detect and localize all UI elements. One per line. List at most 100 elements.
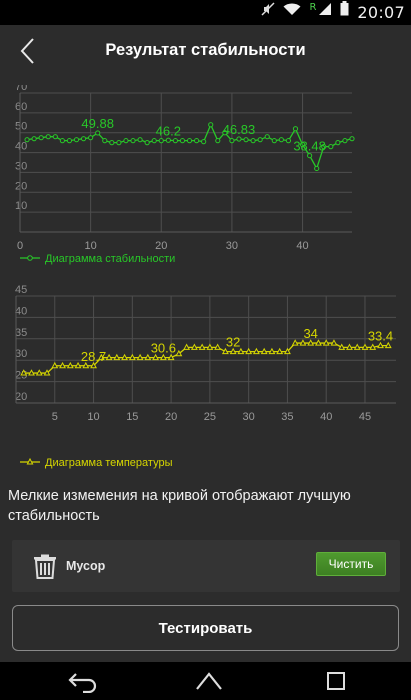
data-point <box>299 142 306 148</box>
data-point <box>384 341 392 349</box>
x-tick-label: 45 <box>359 411 371 423</box>
test-button[interactable]: Тестировать <box>12 605 399 651</box>
data-point <box>245 347 253 355</box>
data-label: 33.4 <box>368 329 393 344</box>
data-point <box>80 136 87 142</box>
data-point <box>369 343 377 350</box>
data-point <box>144 353 152 361</box>
status-clock: 20:07 <box>357 3 405 22</box>
y-tick-label: 60 <box>15 101 27 113</box>
data-point <box>271 138 277 144</box>
x-tick-label: 10 <box>85 240 97 252</box>
series-line <box>23 342 389 374</box>
data-point <box>322 339 330 346</box>
data-point <box>123 138 129 144</box>
legend-label: Диаграмма температуры <box>45 457 173 469</box>
data-point <box>346 343 353 350</box>
y-tick-label: 20 <box>15 180 27 192</box>
data-point <box>105 353 113 361</box>
data-point <box>307 339 315 346</box>
data-point <box>186 138 193 144</box>
data-point <box>51 361 59 369</box>
data-point <box>43 369 51 376</box>
y-tick-label: 10 <box>15 200 27 212</box>
x-tick-label: 0 <box>17 240 23 252</box>
data-point <box>229 138 235 144</box>
data-point <box>121 353 129 361</box>
battery-icon <box>340 0 349 25</box>
data-label: 49.88 <box>81 116 114 131</box>
data-point <box>257 137 263 143</box>
data-point <box>159 353 167 361</box>
back-arrow-icon <box>68 673 97 693</box>
data-point <box>338 343 346 350</box>
wifi-icon <box>283 0 301 25</box>
nav-home-button[interactable] <box>178 662 238 700</box>
data-point <box>95 130 101 136</box>
data-point <box>130 138 136 144</box>
x-tick-label: 15 <box>126 411 138 423</box>
data-point <box>321 144 327 150</box>
info-text: Мелкие измемения на кривой отображают лу… <box>8 488 351 524</box>
chevron-left-icon <box>20 38 34 64</box>
data-point <box>175 349 183 357</box>
data-point <box>183 343 191 350</box>
data-point <box>307 152 313 159</box>
x-tick-label: 25 <box>204 411 216 423</box>
data-label: 34 <box>303 326 317 341</box>
data-point <box>237 347 245 355</box>
data-point <box>353 343 361 350</box>
data-point <box>201 139 207 145</box>
app-header: Результат стабильности <box>0 25 411 77</box>
data-point <box>221 347 229 355</box>
data-point <box>342 138 348 144</box>
clean-button[interactable]: Чистить <box>316 552 386 576</box>
data-point <box>314 165 320 172</box>
y-tick-label: 35 <box>15 327 27 339</box>
data-label: 30.6 <box>151 341 176 356</box>
data-point <box>299 339 307 346</box>
data-point <box>52 134 58 140</box>
legend-swatch-marker <box>26 457 34 465</box>
trash-label: Мусор <box>66 559 106 573</box>
x-tick-label: 40 <box>296 240 308 252</box>
data-point <box>328 144 334 150</box>
y-tick-label: 30 <box>15 160 27 172</box>
data-point <box>208 122 214 128</box>
data-point <box>74 361 82 369</box>
mute-icon <box>261 0 275 25</box>
nav-recent-apps-button[interactable] <box>304 662 364 700</box>
data-point <box>128 353 136 361</box>
data-point <box>243 137 249 143</box>
data-point <box>193 138 200 144</box>
data-point <box>291 339 299 346</box>
data-point <box>31 136 37 142</box>
x-tick-label: 40 <box>320 411 332 423</box>
data-label: 38.48 <box>293 139 326 154</box>
home-icon <box>196 672 222 690</box>
nav-bar <box>0 662 411 700</box>
temperature-chart: 20 25 30 35 40 45 5 10 15 20 25 30 35 40 45 28.7 30.6 32 3… <box>15 285 396 469</box>
data-label: 28.7 <box>81 349 106 364</box>
data-point <box>349 136 355 142</box>
data-point <box>28 369 35 376</box>
data-point <box>315 339 322 346</box>
data-point <box>136 353 144 361</box>
data-point <box>250 138 256 144</box>
data-point <box>264 134 270 140</box>
data-point <box>236 136 242 142</box>
data-point <box>278 137 284 143</box>
data-point <box>179 138 186 144</box>
stability-chart: 10 20 30 40 50 60 70 0 10 20 30 40 49.88 46.2 46.83 38.… <box>15 85 355 265</box>
data-point <box>283 347 291 355</box>
back-button[interactable] <box>8 31 48 71</box>
x-tick-label: 35 <box>281 411 293 423</box>
data-point <box>82 361 90 369</box>
nav-back-button[interactable] <box>52 662 112 700</box>
data-point <box>109 140 115 146</box>
data-point <box>276 347 284 355</box>
data-point <box>97 353 105 361</box>
data-point <box>116 140 122 146</box>
data-point <box>59 361 66 369</box>
data-point <box>229 347 237 355</box>
